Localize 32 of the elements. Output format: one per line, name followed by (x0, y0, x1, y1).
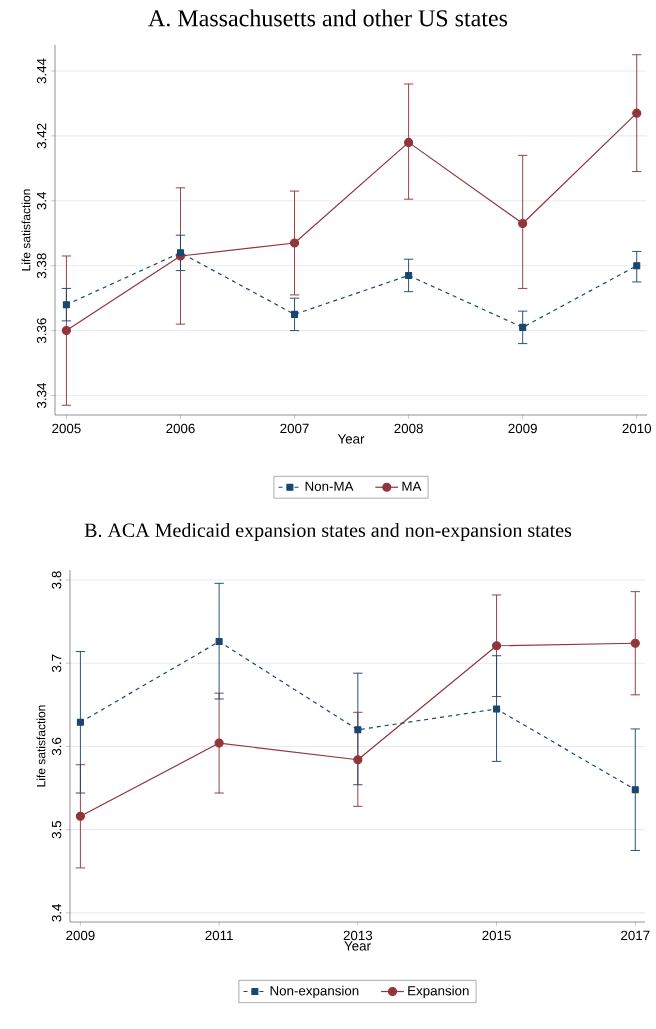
x-tick-label: 2015 (482, 930, 511, 941)
x-tick-label: 2009 (508, 423, 537, 434)
x-tick-label: 2007 (280, 423, 309, 434)
y-axis-title: Life satisfaction (36, 705, 46, 787)
y-tick-label: 3.4 (51, 903, 62, 922)
x-axis-title: Year (337, 434, 365, 444)
x-tick-label: 2009 (66, 930, 95, 941)
y-tick-label: 3.7 (51, 654, 62, 672)
chart-title: A. Massachusetts and other US states (148, 9, 508, 27)
chart-title: B. ACA Medicaid expansion states and non-expansion states (84, 522, 572, 542)
x-tick-label: 2010 (622, 423, 652, 434)
legend-label: Expansion (408, 985, 469, 999)
y-tick-label: 3.38 (36, 253, 47, 279)
y-axis-title: Life satisfaction (21, 189, 31, 271)
y-tick-label: 3.5 (51, 820, 62, 839)
y-tick-label: 3.36 (36, 318, 47, 344)
x-tick-label: 2011 (205, 930, 233, 941)
y-tick-label: 3.6 (51, 737, 62, 756)
legend-label: Non-MA (305, 481, 354, 491)
x-tick-label: 2013 (343, 930, 373, 941)
x-axis-title: Year (344, 941, 371, 951)
legend-label: Non-expansion (270, 985, 359, 999)
y-tick-label: 3.34 (36, 382, 47, 409)
x-tick-label: 2006 (166, 423, 195, 434)
x-tick-label: 2008 (394, 423, 423, 434)
y-tick-label: 3.8 (51, 571, 62, 589)
y-tick-label: 3.4 (36, 191, 47, 210)
x-tick-label: 2017 (621, 930, 650, 941)
y-tick-label: 3.44 (36, 58, 47, 84)
y-tick-label: 3.42 (36, 123, 47, 149)
legend-label: MA (402, 481, 422, 491)
x-tick-label: 2005 (52, 423, 81, 434)
